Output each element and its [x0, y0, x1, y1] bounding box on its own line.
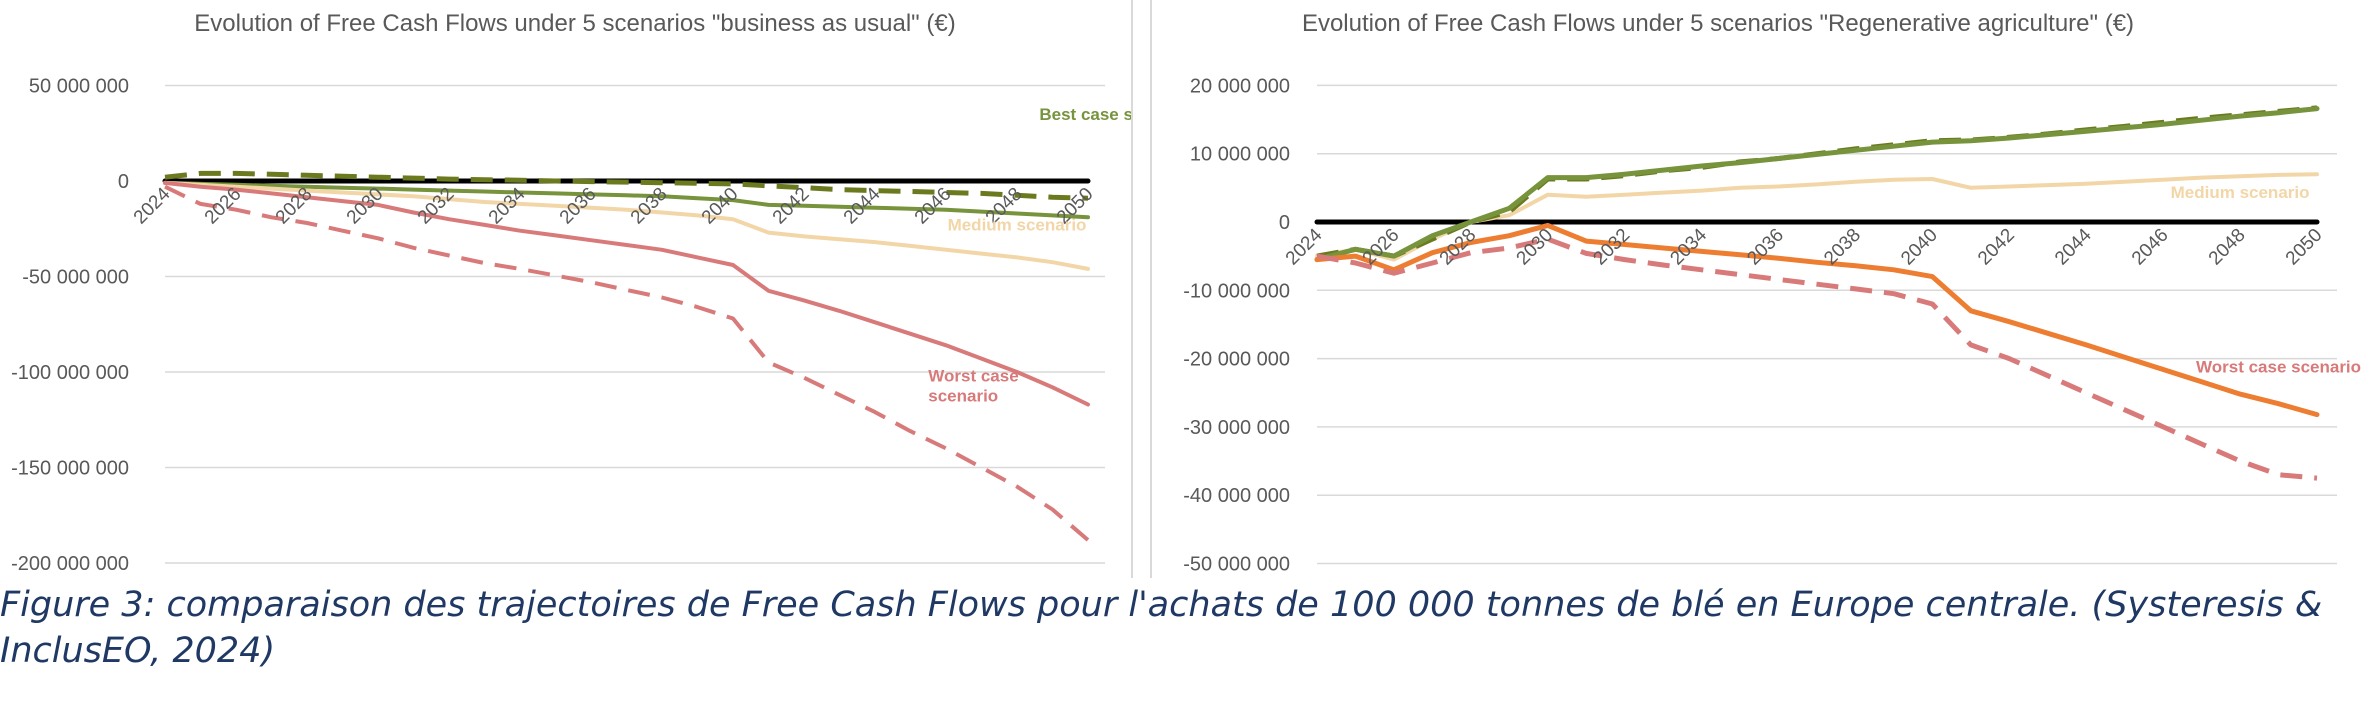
y-tick-label: -200 000 000 [11, 553, 129, 575]
series-label-worst: Worst case [928, 367, 1018, 386]
y-tick-label: 50 000 000 [29, 76, 129, 98]
x-tick-label: 2048 [2205, 225, 2250, 270]
x-tick-label: 2036 [1743, 225, 1788, 270]
chart-regenerative-agriculture: Evolution of Free Cash Flows under 5 sce… [1183, 10, 2361, 576]
y-tick-label: -50 000 000 [22, 267, 129, 289]
y-tick-label: -40 000 000 [1183, 485, 1290, 507]
figure-caption: Figure 3: comparaison des trajectoires d… [0, 585, 2323, 671]
x-tick-label: 2038 [627, 184, 672, 229]
y-tick-label: -30 000 000 [1183, 417, 1290, 439]
series-line-worst-solid [163, 180, 1090, 407]
series-label-worst: scenario [928, 387, 998, 406]
x-tick-label: 2050 [2282, 225, 2327, 270]
y-tick-label: -150 000 000 [11, 458, 129, 480]
y-tick-label: -50 000 000 [1183, 554, 1290, 576]
series-label-medium: Medium scenario [948, 216, 1087, 235]
series-line-worst-solid [1314, 222, 2320, 418]
x-tick-label: 2042 [1974, 225, 2019, 270]
y-tick-label: 0 [1279, 212, 1290, 234]
series-label-worst: Worst case scenario [2196, 357, 2361, 376]
y-tick-label: -10 000 000 [1183, 280, 1290, 302]
series-label-best: Best case scenario [1039, 105, 1133, 124]
chart-panel-business-as-usual: Evolution of Free Cash Flows under 5 sce… [0, 0, 1133, 578]
series-line-worst-dashed [164, 184, 1090, 542]
series-line-best-dashed [164, 170, 1089, 201]
chart-title: Evolution of Free Cash Flows under 5 sce… [194, 10, 955, 37]
x-tick-label: 2040 [1897, 225, 1942, 270]
y-tick-label: -20 000 000 [1183, 349, 1290, 371]
x-tick-label: 2034 [1666, 224, 1711, 269]
x-tick-label: 2046 [2128, 225, 2173, 270]
y-tick-label: 20 000 000 [1190, 75, 1290, 97]
chart-business-as-usual: Evolution of Free Cash Flows under 5 sce… [11, 10, 1133, 575]
series-line-best-solid [163, 180, 1090, 220]
series-line-best-solid [1314, 106, 2320, 263]
chart-title: Evolution of Free Cash Flows under 5 sce… [1302, 10, 2134, 37]
y-tick-label: 0 [118, 171, 129, 193]
series-label-medium: Medium scenario [2171, 183, 2310, 202]
x-tick-label: 2044 [2051, 224, 2096, 269]
y-tick-label: -100 000 000 [11, 362, 129, 384]
series-line-worst-dashed [1316, 236, 2318, 481]
y-tick-label: 10 000 000 [1190, 144, 1290, 166]
chart-panel-regenerative-agriculture: Evolution of Free Cash Flows under 5 sce… [1150, 0, 2366, 578]
series-line-medium [163, 180, 1090, 271]
